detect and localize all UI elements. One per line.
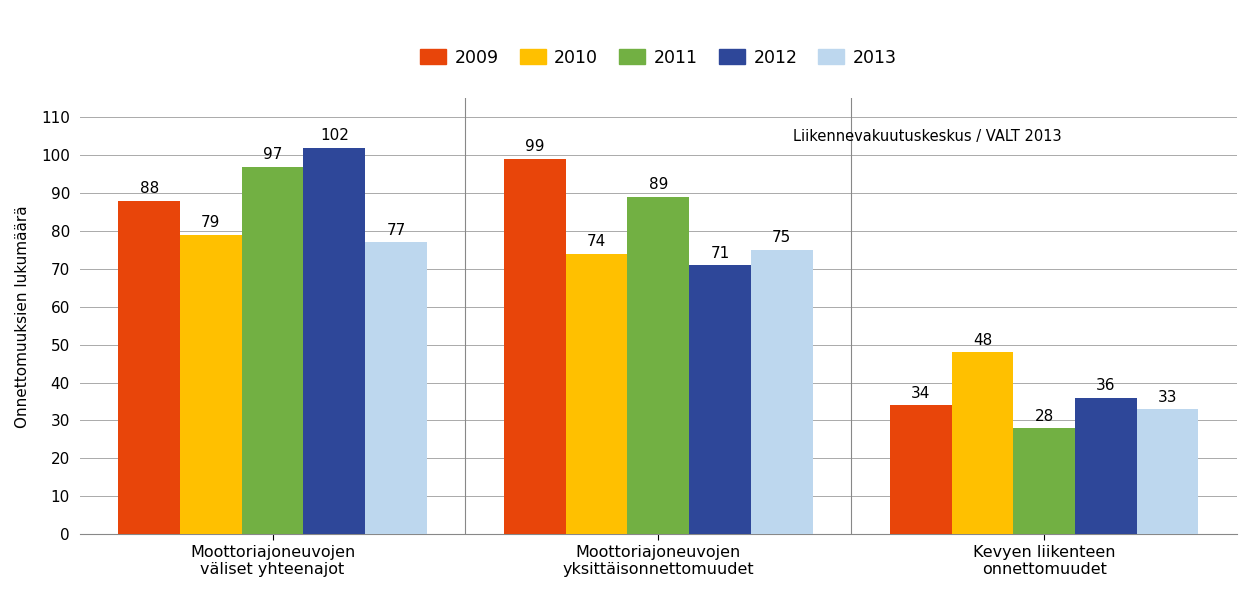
Bar	[1075, 398, 1137, 534]
Bar	[242, 166, 303, 534]
Text: 33: 33	[1158, 390, 1177, 404]
Text: 99: 99	[525, 140, 545, 155]
Bar	[366, 242, 427, 534]
Bar	[890, 406, 952, 534]
Text: 48: 48	[973, 333, 992, 348]
Bar	[505, 159, 566, 534]
Bar	[689, 265, 751, 534]
Text: 102: 102	[319, 128, 349, 143]
Text: 75: 75	[772, 230, 791, 246]
Text: Liikennevakuutuskeskus / VALT 2013: Liikennevakuutuskeskus / VALT 2013	[794, 129, 1062, 144]
Y-axis label: Onnettomuuksien lukumäärä: Onnettomuuksien lukumäärä	[15, 205, 30, 427]
Bar	[952, 352, 1013, 534]
Text: 89: 89	[649, 178, 669, 192]
Bar	[566, 254, 627, 534]
Bar	[180, 235, 242, 534]
Text: 36: 36	[1096, 378, 1116, 393]
Legend: 2009, 2010, 2011, 2012, 2013: 2009, 2010, 2011, 2012, 2013	[413, 41, 904, 73]
Text: 77: 77	[387, 223, 406, 238]
Bar	[751, 250, 813, 534]
Text: 79: 79	[202, 215, 220, 230]
Text: 34: 34	[911, 386, 930, 401]
Bar	[118, 201, 180, 534]
Text: 28: 28	[1034, 408, 1054, 423]
Text: 71: 71	[710, 246, 730, 260]
Text: 97: 97	[263, 147, 282, 162]
Bar	[303, 147, 366, 534]
Bar	[627, 197, 689, 534]
Text: 88: 88	[139, 181, 159, 196]
Bar	[1137, 409, 1198, 534]
Text: 74: 74	[587, 234, 606, 249]
Bar	[1013, 428, 1075, 534]
